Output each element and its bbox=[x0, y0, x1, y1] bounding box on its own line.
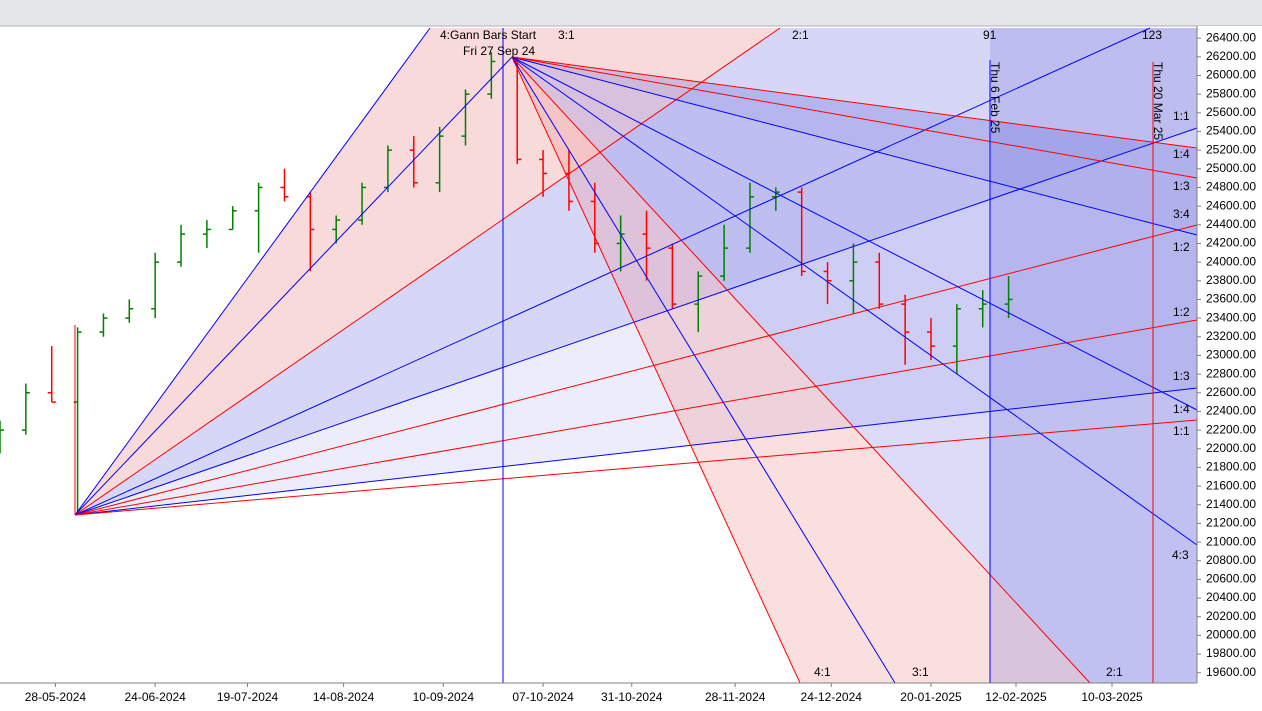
x-tick-label: 28-11-2024 bbox=[705, 690, 766, 704]
fan-line bbox=[511, 56, 896, 684]
y-tick-label: 22400.00 bbox=[1206, 404, 1256, 418]
fan-line bbox=[74, 127, 1198, 516]
x-axis-panel bbox=[0, 683, 1197, 711]
y-tick-label: 19600.00 bbox=[1206, 665, 1256, 679]
y-tick-label: 25800.00 bbox=[1206, 86, 1256, 100]
fan-line bbox=[511, 56, 1198, 236]
fan-line bbox=[511, 56, 1198, 149]
annotation: 3:4 bbox=[1173, 207, 1190, 221]
top-strip bbox=[0, 0, 1262, 26]
y-tick-label: 21400.00 bbox=[1206, 497, 1256, 511]
fan-line bbox=[511, 56, 1198, 179]
shade bbox=[512, 57, 1197, 683]
y-axis-panel bbox=[1197, 26, 1262, 711]
y-tick-label: 25400.00 bbox=[1206, 124, 1256, 138]
y-tick-label: 22200.00 bbox=[1206, 422, 1256, 436]
annotation: 123 bbox=[1142, 28, 1162, 42]
y-tick-label: 23800.00 bbox=[1206, 273, 1256, 287]
x-tick-label: 10-03-2025 bbox=[1081, 690, 1143, 704]
fan-line bbox=[74, 387, 1198, 516]
y-tick-label: 19800.00 bbox=[1206, 646, 1256, 660]
y-tick-label: 24000.00 bbox=[1206, 254, 1256, 268]
fan-line bbox=[511, 56, 1091, 684]
y-tick-label: 21800.00 bbox=[1206, 460, 1256, 474]
y-tick-label: 20000.00 bbox=[1206, 628, 1256, 642]
fan-line bbox=[74, 27, 1151, 516]
annotation: Fri 27 Sep 24 bbox=[463, 44, 535, 58]
fan-line bbox=[74, 224, 1198, 516]
annotation: 1:4 bbox=[1173, 402, 1190, 416]
y-tick-label: 26200.00 bbox=[1206, 49, 1256, 63]
annotation: Thu 6 Feb 25 bbox=[988, 62, 1002, 134]
x-tick-label: 12-02-2025 bbox=[985, 690, 1047, 704]
y-tick-label: 24400.00 bbox=[1206, 217, 1256, 231]
fan-line bbox=[511, 56, 1198, 411]
annotation: 1:2 bbox=[1173, 240, 1190, 254]
y-tick-label: 21000.00 bbox=[1206, 534, 1256, 548]
y-tick-label: 20400.00 bbox=[1206, 590, 1256, 604]
annotation: 2:1 bbox=[1106, 665, 1123, 679]
x-tick-label: 28-05-2024 bbox=[25, 690, 87, 704]
annotation: 1:2 bbox=[1173, 305, 1190, 319]
y-tick-label: 21200.00 bbox=[1206, 516, 1256, 530]
annotation: 1:3 bbox=[1173, 179, 1190, 193]
y-tick-label: 20200.00 bbox=[1206, 609, 1256, 623]
y-tick-label: 20600.00 bbox=[1206, 572, 1256, 586]
y-tick-label: 23000.00 bbox=[1206, 348, 1256, 362]
price-bars bbox=[0, 52, 1013, 515]
y-tick-label: 21600.00 bbox=[1206, 478, 1256, 492]
y-tick-label: 24200.00 bbox=[1206, 236, 1256, 250]
x-tick-label: 14-08-2024 bbox=[313, 690, 375, 704]
gann-fan-lines bbox=[74, 27, 1198, 684]
y-tick-label: 23200.00 bbox=[1206, 329, 1256, 343]
y-tick-label: 22600.00 bbox=[1206, 385, 1256, 399]
fan-line bbox=[74, 56, 513, 516]
annotation: 2:1 bbox=[792, 28, 809, 42]
fan-line bbox=[74, 319, 1198, 516]
shade bbox=[75, 28, 1197, 515]
y-tick-label: 23400.00 bbox=[1206, 310, 1256, 324]
y-tick-label: 26400.00 bbox=[1206, 30, 1256, 44]
x-tick-label: 24-06-2024 bbox=[124, 690, 186, 704]
x-tick-label: 20-01-2025 bbox=[900, 690, 962, 704]
y-tick-label: 24600.00 bbox=[1206, 198, 1256, 212]
annotation: 3:1 bbox=[912, 665, 929, 679]
y-tick-label: 22000.00 bbox=[1206, 441, 1256, 455]
annotation: 1:1 bbox=[1173, 424, 1190, 438]
x-tick-label: 19-07-2024 bbox=[217, 690, 279, 704]
annotations: 4:Gann Bars Start 3:1 Fri 27 Sep 24 2:1 91 12… bbox=[440, 28, 1190, 679]
y-tick-label: 24800.00 bbox=[1206, 180, 1256, 194]
y-tick-label: 25200.00 bbox=[1206, 142, 1256, 156]
annotation: 91 bbox=[983, 28, 997, 42]
annotation: Thu 20 Mar 25 bbox=[1151, 62, 1165, 140]
annotation: 4:1 bbox=[814, 665, 831, 679]
x-tick-label: 31-10-2024 bbox=[601, 690, 663, 704]
y-tick-label: 26000.00 bbox=[1206, 68, 1256, 82]
x-tick-label: 07-10-2024 bbox=[512, 690, 574, 704]
x-tick-label: 10-09-2024 bbox=[413, 690, 475, 704]
annotation: 4:Gann Bars Start bbox=[440, 28, 537, 42]
y-tick-label: 23600.00 bbox=[1206, 292, 1256, 306]
fan-line bbox=[511, 56, 801, 684]
annotation: 3:1 bbox=[558, 28, 575, 42]
annotation: 1:3 bbox=[1173, 369, 1190, 383]
y-tick-label: 22800.00 bbox=[1206, 366, 1256, 380]
x-tick-label: 24-12-2024 bbox=[801, 690, 863, 704]
fan-line bbox=[74, 27, 431, 516]
y-tick-label: 25600.00 bbox=[1206, 105, 1256, 119]
annotation: 4:3 bbox=[1172, 548, 1189, 562]
annotation: 1:4 bbox=[1173, 147, 1190, 161]
y-tick-label: 20800.00 bbox=[1206, 553, 1256, 567]
annotation: 1:1 bbox=[1173, 109, 1190, 123]
fan-line bbox=[74, 419, 1198, 516]
fan-line bbox=[74, 27, 781, 516]
shade bbox=[990, 28, 1197, 683]
y-tick-label: 25000.00 bbox=[1206, 161, 1256, 175]
fan-line bbox=[511, 56, 1198, 546]
